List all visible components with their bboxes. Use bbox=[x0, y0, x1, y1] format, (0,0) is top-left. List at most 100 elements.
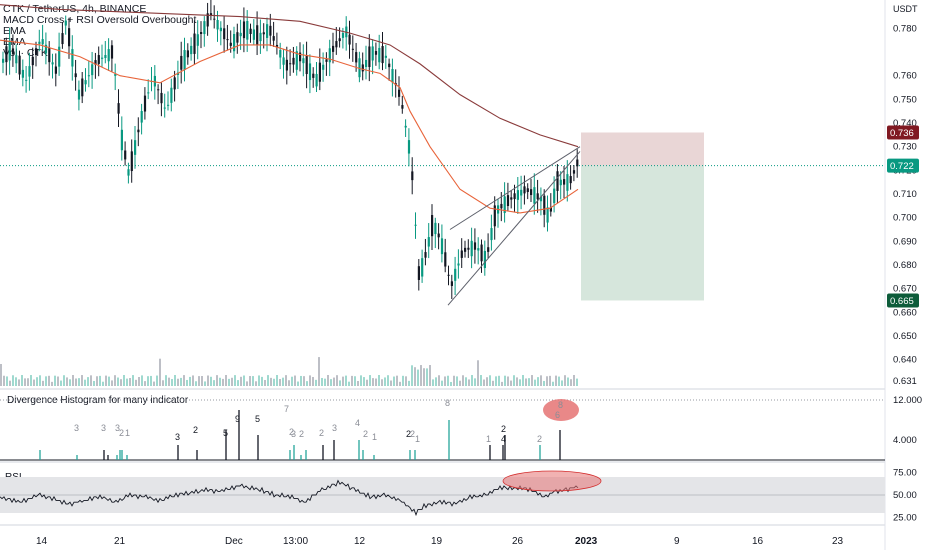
divergence-count-label: 4 bbox=[501, 434, 506, 444]
volume-bar bbox=[252, 376, 254, 386]
candle-body bbox=[411, 171, 414, 181]
divergence-count-label: 9 bbox=[235, 414, 240, 424]
volume-bar bbox=[90, 375, 92, 386]
candle-body bbox=[480, 244, 483, 262]
volume-bar bbox=[357, 381, 359, 386]
volume-bar bbox=[414, 367, 416, 386]
volume-bar bbox=[438, 375, 440, 386]
candle-body bbox=[506, 195, 510, 207]
time-tick-label: 12 bbox=[354, 536, 366, 547]
candle-body bbox=[398, 89, 401, 97]
divergence-count-label: 2 bbox=[501, 424, 506, 434]
volume-bar bbox=[312, 376, 314, 386]
volume-bar bbox=[240, 376, 242, 386]
volume-bar bbox=[555, 375, 557, 386]
volume-bar bbox=[45, 376, 47, 386]
volume-bar bbox=[468, 379, 470, 386]
candle-body bbox=[530, 189, 533, 196]
volume-bar bbox=[525, 378, 527, 386]
volume-bar bbox=[390, 380, 392, 386]
price-tick-label: 0.640 bbox=[893, 355, 917, 366]
volume-bar bbox=[327, 375, 329, 386]
volume-bar bbox=[21, 375, 23, 386]
volume-bar bbox=[402, 375, 404, 386]
volume-bar bbox=[255, 381, 257, 386]
price-tick-label: 0.670 bbox=[893, 284, 917, 295]
volume-bar bbox=[195, 381, 197, 386]
candle-body bbox=[549, 207, 552, 212]
candle-body bbox=[351, 48, 354, 50]
candle-body bbox=[180, 55, 183, 70]
volume-bar bbox=[360, 375, 362, 386]
volume-bar bbox=[429, 365, 431, 386]
candle-body bbox=[110, 45, 114, 59]
candle-body bbox=[421, 258, 424, 277]
rsi-tick-label: 25.00 bbox=[893, 513, 917, 524]
candle-body bbox=[378, 47, 381, 63]
volume-bar bbox=[405, 376, 407, 386]
candle-body bbox=[417, 266, 420, 280]
volume-bar bbox=[138, 377, 140, 386]
volume-bar bbox=[384, 377, 386, 386]
legend-title: CTK / TetherUS, 4h, BINANCE bbox=[3, 3, 147, 15]
volume-bar bbox=[108, 376, 110, 386]
volume-bar bbox=[261, 376, 263, 386]
candle-body bbox=[120, 129, 123, 151]
divergence-count-label: 8 bbox=[558, 400, 563, 410]
candle-body bbox=[341, 32, 345, 38]
candle-body bbox=[44, 44, 48, 54]
time-tick-label: 2023 bbox=[575, 536, 598, 547]
price-tick-label: 0.780 bbox=[893, 23, 917, 34]
volume-bar bbox=[234, 375, 236, 386]
current-price-label: 0.722 bbox=[890, 161, 914, 172]
candle-body bbox=[292, 57, 295, 65]
divergence-count-label: 5 bbox=[255, 414, 260, 424]
volume-bar bbox=[441, 380, 443, 386]
divergence-count-label: 2 bbox=[410, 429, 415, 439]
volume-bar bbox=[573, 375, 575, 386]
volume-bar bbox=[474, 378, 476, 386]
divergence-count-label: 4 bbox=[355, 418, 360, 428]
candle-body bbox=[213, 18, 216, 20]
candle-body bbox=[229, 42, 232, 46]
volume-bar bbox=[303, 376, 305, 386]
candle-body bbox=[431, 215, 434, 237]
volume-bar bbox=[543, 380, 545, 386]
volume-bar bbox=[345, 375, 347, 386]
volume-bar bbox=[321, 377, 323, 386]
candle-body bbox=[41, 39, 44, 45]
volume-bar bbox=[48, 375, 50, 386]
volume-bar bbox=[135, 379, 137, 386]
candle-body bbox=[81, 78, 84, 97]
volume-bar bbox=[270, 377, 272, 386]
candle-body bbox=[259, 32, 262, 42]
volume-bar bbox=[393, 376, 395, 386]
divergence-count-label: 2 bbox=[319, 428, 324, 438]
candle-body bbox=[173, 77, 176, 90]
volume-bar bbox=[24, 378, 26, 386]
candle-body bbox=[11, 48, 15, 54]
candle-body bbox=[269, 25, 272, 36]
volume-bar bbox=[315, 379, 317, 386]
volume-bar bbox=[507, 376, 509, 386]
candle-body bbox=[569, 176, 572, 184]
volume-bar bbox=[228, 378, 230, 386]
volume-bar bbox=[489, 375, 491, 386]
rsi-highlight-ellipse bbox=[502, 470, 602, 492]
candle-body bbox=[61, 33, 64, 45]
volume-bar bbox=[435, 377, 437, 386]
time-tick-label: 26 bbox=[512, 536, 524, 547]
candle-body bbox=[282, 57, 285, 65]
candle-body bbox=[348, 34, 351, 45]
volume-bar bbox=[564, 375, 566, 386]
divergence-count-label: 1 bbox=[415, 434, 420, 444]
volume-bar bbox=[282, 377, 284, 386]
volume-bar bbox=[546, 376, 548, 386]
candle-body bbox=[365, 59, 368, 68]
candle-body bbox=[167, 104, 170, 106]
candle-body bbox=[335, 41, 338, 48]
volume-bar bbox=[153, 381, 155, 386]
candle-body bbox=[71, 49, 74, 67]
volume-bar bbox=[18, 379, 20, 386]
